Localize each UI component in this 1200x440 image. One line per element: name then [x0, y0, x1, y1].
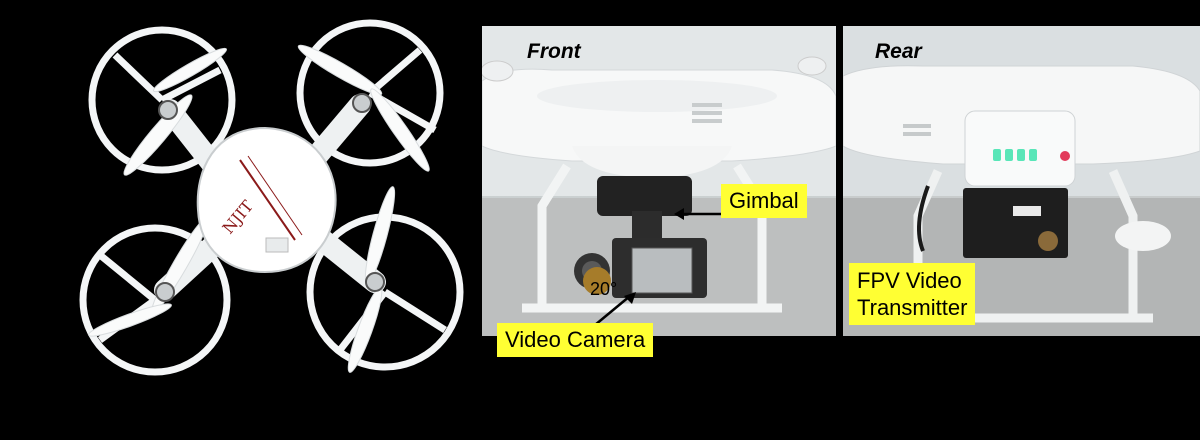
gimbal-arrow: [674, 208, 722, 220]
prop-guard-top-right: [296, 19, 444, 167]
fpv-transmitter-callout: FPV Video Transmitter: [849, 263, 976, 325]
front-view-photo: [482, 26, 836, 336]
prop-guard-bottom-left: [79, 224, 231, 376]
camera-arrow: [594, 292, 636, 326]
rear-view-label: Rear: [875, 40, 922, 63]
gimbal-callout: Gimbal: [721, 184, 807, 218]
prop-guard-top-left: [88, 26, 236, 174]
front-view-scene: [482, 26, 836, 336]
fpv-callout-line-1: FPV Video: [857, 268, 962, 293]
fpv-callout-line-2: Transmitter: [857, 295, 968, 320]
video-camera-callout: Video Camera: [497, 323, 654, 357]
battery-led-indicators: [993, 149, 1037, 161]
quadcopter-illustration: NJIT: [79, 19, 464, 376]
front-view-label: Front: [527, 40, 581, 63]
drone-top-view-photo: NJIT: [40, 10, 480, 390]
camera-tilt-angle: 20°: [590, 279, 618, 299]
rear-view-scene: [843, 26, 1200, 336]
